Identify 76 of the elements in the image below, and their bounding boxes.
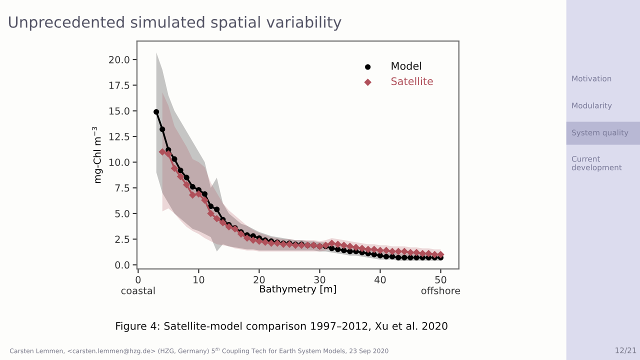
point: [383, 254, 390, 260]
point: [406, 248, 414, 256]
point: [158, 148, 166, 156]
point: [219, 219, 227, 226]
point: [418, 250, 426, 258]
x-axis-title: Bathymetry [m]: [260, 285, 336, 294]
point: [178, 168, 184, 174]
point: [364, 246, 372, 254]
y-tick-label: 20.0: [109, 56, 130, 64]
y-tick-label: 5.0: [115, 210, 130, 218]
point: [184, 174, 190, 180]
y-tick-label: 10.0: [109, 158, 130, 166]
point: [377, 252, 383, 258]
x-tick-label: 50 offshore: [421, 276, 460, 294]
point: [335, 246, 341, 252]
point: [164, 150, 172, 158]
y-tick-label: 17.5: [109, 82, 130, 90]
point: [328, 240, 336, 247]
point: [190, 184, 196, 190]
point: [208, 204, 214, 210]
point: [402, 254, 408, 260]
point: [394, 248, 402, 256]
y-tick-label: 15.0: [109, 107, 130, 115]
point: [237, 230, 245, 238]
point: [154, 109, 160, 115]
y-axis-title: mg-Chl m$^{−3}$: [92, 126, 103, 184]
point: [170, 164, 178, 172]
legend-label: Model: [392, 62, 422, 70]
y-tick-label: 0.0: [115, 261, 130, 269]
point: [388, 248, 396, 256]
point: [195, 190, 202, 198]
point: [225, 223, 233, 231]
x-tick-label: 20: [254, 276, 265, 284]
point: [431, 250, 438, 258]
point: [214, 206, 220, 212]
point: [334, 240, 342, 248]
chart-title: Unprecedented simulated spatial variability: [9, 16, 342, 31]
y-tick-label: 2.5: [115, 236, 130, 243]
point: [249, 236, 257, 244]
point: [207, 210, 214, 218]
x-tick-label: 10: [194, 276, 204, 284]
y-tick-label: 12.5: [109, 132, 130, 140]
point: [437, 250, 444, 258]
point: [243, 234, 251, 242]
point: [329, 246, 335, 252]
point: [346, 242, 354, 250]
point: [172, 156, 178, 162]
point: [202, 191, 208, 197]
x-tick-label: 30: [314, 276, 326, 284]
point: [396, 254, 402, 260]
point: [424, 250, 432, 258]
point: [213, 214, 221, 222]
point: [358, 244, 366, 252]
x-tick-label: 0 coastal: [121, 276, 155, 294]
point: [382, 246, 390, 254]
point: [160, 126, 166, 132]
legend-label: Satellite: [391, 77, 433, 86]
point: [370, 246, 378, 254]
point: [188, 191, 196, 199]
caption: Figure 4: Satellite-model comparison 1997–2012, Xu et al. 2020: [116, 322, 448, 332]
point: [408, 254, 414, 260]
point: [256, 238, 263, 245]
point: [400, 248, 408, 256]
point: [352, 244, 360, 252]
point: [176, 172, 184, 180]
x-tick-label: 40: [374, 276, 386, 284]
point: [262, 238, 269, 246]
point: [268, 240, 275, 247]
point: [201, 196, 208, 204]
point: [371, 252, 377, 258]
point: [376, 246, 384, 254]
point: [412, 248, 420, 256]
y-tick-label: 7.5: [115, 184, 130, 192]
point: [390, 254, 396, 260]
point: [340, 242, 348, 249]
point: [182, 181, 190, 188]
